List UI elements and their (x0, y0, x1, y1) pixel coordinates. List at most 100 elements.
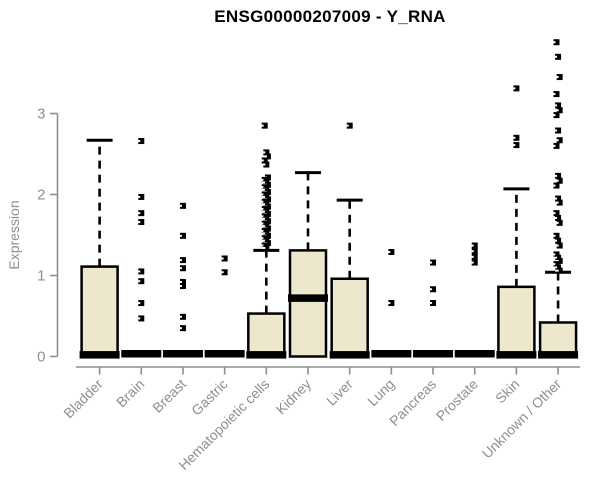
outlier-point-brain (138, 315, 145, 322)
outlier-point-gastric (221, 255, 228, 262)
outlier-point-unknown-other (555, 237, 562, 244)
outlier-point-notch (260, 178, 264, 181)
box-hematopoietic-cells (247, 312, 286, 358)
outlier-point-notch (261, 246, 266, 249)
outlier-point-skin (513, 134, 520, 141)
outlier-point-notch (551, 184, 556, 187)
outlier-point-notch (428, 302, 433, 305)
outlier-point-unknown-other (553, 91, 560, 98)
outlier-point-notch (553, 216, 558, 219)
outlier-point-pancreas (430, 300, 437, 307)
outlier-point-hematopoietic-cells (264, 240, 271, 247)
x-axis-label-lung: Lung (364, 376, 397, 409)
outlier-point-notch (551, 263, 556, 266)
box-liver (330, 277, 369, 358)
outlier-point-notch (136, 280, 141, 283)
outlier-point-unknown-other (556, 199, 563, 206)
outlier-point-breast (179, 278, 186, 285)
median-unknown-other (538, 351, 579, 359)
outlier-point-breast (179, 257, 186, 264)
outlier-point-notch (555, 139, 559, 142)
outlier-point-notch (260, 159, 264, 162)
outlier-point-liver (346, 122, 353, 129)
outlier-point-notch (261, 232, 266, 235)
outlier-point-notch (178, 315, 182, 318)
outlier-point-notch (178, 267, 182, 270)
outlier-point-notch (261, 239, 266, 242)
outlier-point-unknown-other (555, 254, 562, 261)
outlier-point-notch (470, 244, 474, 247)
outlier-point-notch (551, 41, 556, 44)
outlier-point-notch (261, 210, 266, 213)
outlier-point-notch (220, 271, 224, 274)
outlier-point-brain (138, 278, 145, 285)
outlier-point-hematopoietic-cells (264, 153, 271, 160)
outlier-point-notch (136, 302, 141, 305)
outlier-point-notch (261, 163, 266, 166)
outlier-point-notch (178, 280, 182, 283)
outlier-point-notch (553, 239, 558, 242)
outlier-point-brain (138, 268, 145, 275)
outlier-point-notch (555, 269, 559, 272)
outlier-point-unknown-other (555, 195, 562, 202)
outlier-point-unknown-other (553, 142, 560, 149)
outlier-point-breast (179, 265, 186, 272)
outlier-point-notch (551, 93, 556, 96)
median-liver (329, 351, 370, 359)
outlier-point-notch (260, 222, 264, 225)
outlier-point-brain (138, 193, 145, 200)
outlier-point-unknown-other (553, 112, 560, 119)
outlier-point-notch (555, 201, 559, 204)
outlier-point-notch (260, 229, 264, 232)
outlier-point-notch (178, 327, 182, 330)
x-axis-label-liver: Liver (323, 376, 356, 409)
outlier-point-notch (136, 212, 141, 215)
y-tick-label: 1 (37, 268, 45, 285)
outlier-point-unknown-other (553, 232, 560, 239)
outlier-point-unknown-other (556, 177, 563, 184)
outlier-point-breast (179, 325, 186, 332)
outlier-point-lung (388, 249, 395, 256)
outlier-point-unknown-other (555, 264, 562, 271)
outlier-point-notch (555, 259, 559, 262)
outlier-point-notch (261, 151, 266, 154)
outlier-point-notch (136, 270, 141, 273)
outlier-point-hematopoietic-cells (264, 181, 271, 188)
outlier-point-notch (220, 257, 224, 260)
outlier-point-unknown-other (555, 102, 562, 109)
median-hematopoietic-cells (246, 351, 287, 359)
x-axis-label-bladder: Bladder (60, 376, 106, 422)
outlier-point-notch (178, 259, 182, 262)
outlier-point-hematopoietic-cells (264, 232, 271, 239)
outlier-point-notch (386, 302, 391, 305)
outlier-point-skin (513, 85, 520, 92)
outlier-point-notch (553, 197, 558, 200)
chart-title: ENSG00000207009 - Y_RNA (214, 7, 446, 26)
outlier-point-brain (138, 219, 145, 226)
median-skin (496, 351, 537, 359)
outlier-point-unknown-other (553, 210, 560, 217)
outlier-point-notch (553, 55, 558, 58)
outlier-point-notch (551, 234, 556, 237)
outlier-point-notch (555, 76, 559, 79)
x-axis-label-kidney: Kidney (273, 376, 315, 418)
x-axis-label-skin: Skin (492, 376, 523, 407)
outlier-point-lung (388, 300, 395, 307)
outlier-point-notch (553, 129, 558, 132)
outlier-point-hematopoietic-cells (264, 210, 271, 217)
outlier-point-hematopoietic-cells (261, 122, 268, 129)
outlier-point-notch (136, 140, 141, 143)
outlier-point-notch (553, 174, 558, 177)
outlier-point-unknown-other (556, 74, 563, 81)
outlier-point-breast (179, 202, 186, 209)
outlier-point-hematopoietic-cells (264, 196, 271, 203)
outlier-point-notch (263, 155, 267, 158)
outlier-point-notch (261, 203, 266, 206)
outlier-point-unknown-other (555, 172, 562, 179)
outlier-point-unknown-other (556, 107, 563, 114)
outlier-point-notch (555, 244, 559, 247)
outlier-point-notch (511, 87, 516, 90)
outlier-point-notch (551, 253, 556, 256)
outlier-point-notch (553, 256, 558, 259)
